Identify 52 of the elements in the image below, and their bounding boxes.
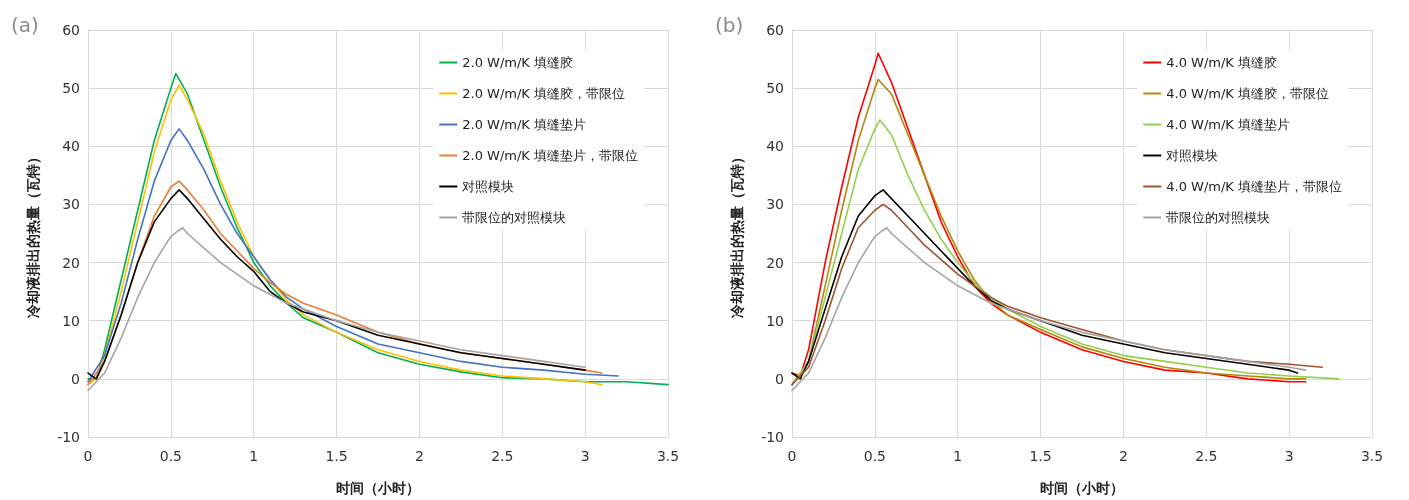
legend-label: 2.0 W/m/K 填缝胶，带限位: [462, 86, 626, 101]
x-tick-label: 0.5: [159, 448, 182, 464]
y-tick-label: 40: [62, 138, 80, 155]
x-tick-label: 3: [1284, 448, 1294, 464]
x-tick-label: 2: [414, 448, 424, 464]
x-axis-title: 时间（小时）: [1040, 480, 1124, 496]
legend-label: 带限位的对照模块: [462, 210, 567, 225]
x-tick-label: 1: [249, 448, 259, 464]
legend-label: 2.0 W/m/K 填缝胶: [462, 55, 574, 70]
chart-title: (b): [715, 13, 744, 37]
y-tick-label: -10: [57, 429, 80, 445]
legend-label: 4.0 W/m/K 填缝垫片: [1166, 117, 1291, 132]
y-tick-label: 10: [62, 312, 80, 329]
x-tick-label: 1.5: [1029, 448, 1052, 464]
x-tick-label: 2.5: [1195, 448, 1218, 464]
x-tick-label: 3: [580, 448, 590, 464]
y-tick-label: 0: [71, 370, 80, 387]
x-tick-label: 1.5: [325, 448, 348, 464]
x-tick-label: 3.5: [1360, 448, 1384, 464]
legend-label: 4.0 W/m/K 填缝胶，带限位: [1166, 86, 1330, 101]
legend-label: 带限位的对照模块: [1166, 210, 1271, 225]
y-tick-label: 50: [62, 80, 80, 97]
y-tick-label: 20: [62, 254, 80, 271]
x-tick-label: 1: [953, 448, 963, 464]
y-tick-label: -10: [761, 429, 784, 445]
chart-title: (a): [11, 13, 39, 37]
y-tick-label: 50: [766, 80, 784, 97]
y-tick-label: 60: [766, 22, 784, 38]
y-tick-label: 40: [766, 138, 784, 155]
y-tick-label: 30: [766, 196, 784, 213]
legend-label: 2.0 W/m/K 填缝垫片，带限位: [462, 148, 639, 163]
x-tick-label: 3.5: [656, 448, 680, 464]
x-tick-label: 2: [1118, 448, 1128, 464]
legend-label: 对照模块: [462, 179, 515, 194]
y-tick-label: 0: [775, 370, 784, 387]
y-tick-label: 20: [766, 254, 784, 271]
x-tick-label: 0: [787, 448, 797, 464]
y-axis-title: 冷却液排出的热量（瓦特）: [25, 149, 41, 318]
line-series: [791, 226, 1307, 392]
x-tick-label: 2.5: [491, 448, 514, 464]
x-axis-title: 时间（小时）: [336, 480, 420, 496]
legend-label: 2.0 W/m/K 填缝垫片: [462, 117, 587, 132]
y-axis-title: 冷却液排出的热量（瓦特）: [729, 149, 745, 318]
legend-label: 对照模块: [1166, 148, 1219, 163]
legend-label: 4.0 W/m/K 填缝垫片，带限位: [1166, 179, 1343, 194]
y-tick-label: 60: [62, 22, 80, 38]
y-tick-label: 10: [766, 312, 784, 329]
y-tick-label: 30: [62, 196, 80, 213]
x-tick-label: 0: [83, 448, 93, 464]
line-series: [87, 226, 586, 392]
legend-label: 4.0 W/m/K 填缝胶: [1166, 55, 1278, 70]
x-tick-label: 0.5: [863, 448, 886, 464]
